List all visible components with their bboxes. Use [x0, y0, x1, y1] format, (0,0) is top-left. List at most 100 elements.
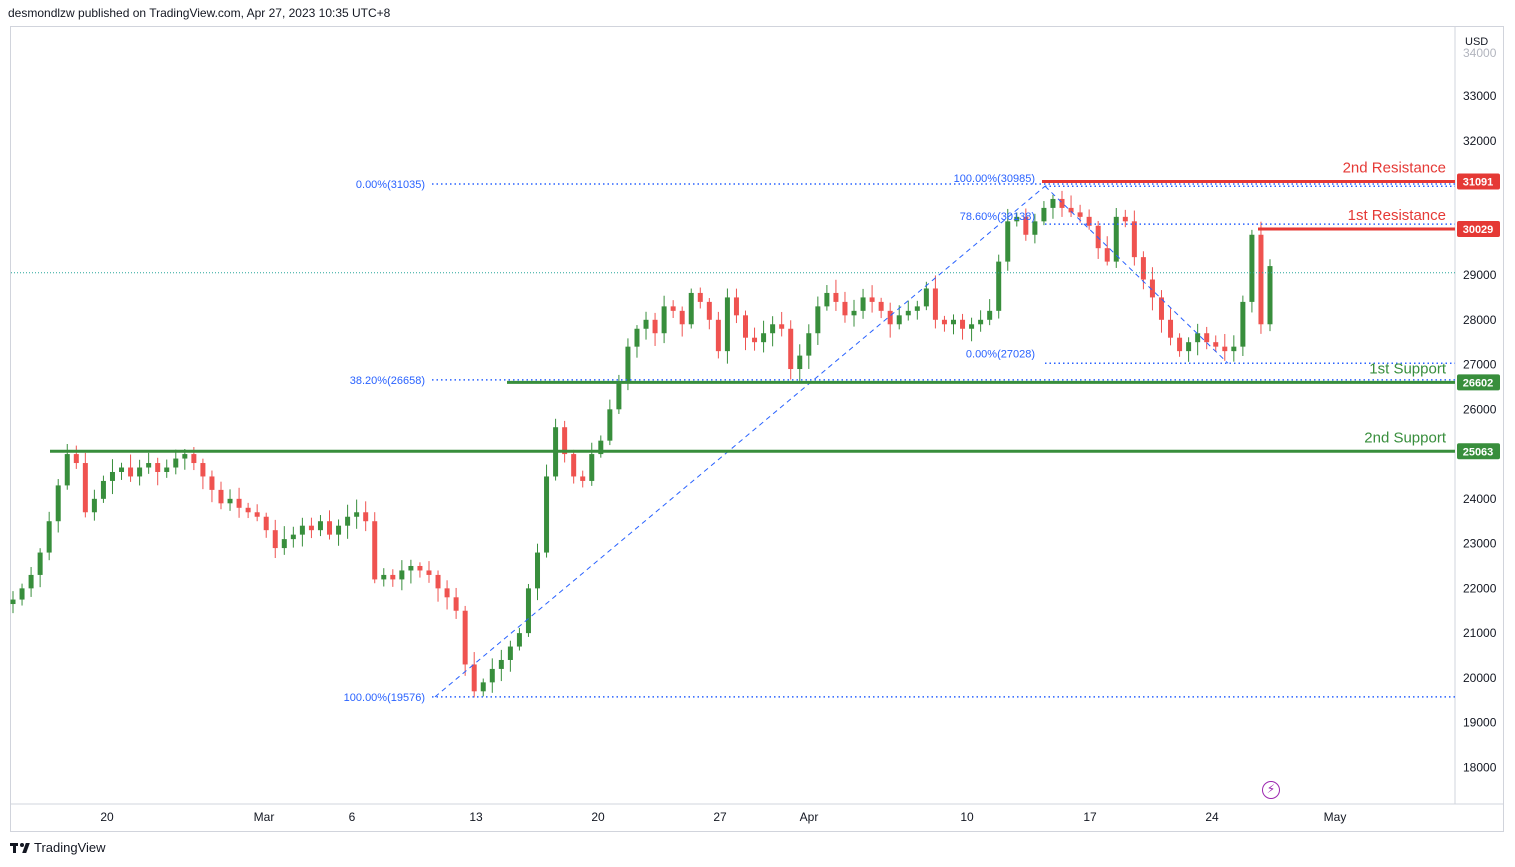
fib-level-label: 0.00%(27028)	[966, 348, 1035, 360]
y-tick-label: 23000	[1463, 537, 1497, 551]
currency-label: USD	[1465, 36, 1488, 48]
fib-level-label: 100.00%(19576)	[344, 692, 425, 704]
candle-body	[580, 476, 586, 481]
candle-body	[688, 292, 694, 325]
candle-body	[1213, 342, 1219, 347]
candle-body	[462, 610, 468, 665]
candle-body	[399, 570, 405, 580]
footer-brand: TradingView	[34, 840, 106, 855]
candle-body	[299, 525, 305, 535]
y-tick-label: 19000	[1463, 716, 1497, 730]
level-name-label: 2nd Support	[1364, 429, 1447, 446]
y-tick-label: 28000	[1463, 313, 1497, 327]
candle-body	[1104, 248, 1110, 262]
candle-body	[1240, 301, 1246, 347]
candle-body	[833, 292, 839, 302]
candle-body	[263, 516, 269, 531]
candle-body	[1131, 221, 1137, 258]
x-tick-label: 6	[349, 810, 356, 824]
candle-body	[661, 306, 667, 334]
candle-body	[128, 467, 134, 477]
fib-level-label: 78.60%(30138)	[960, 211, 1035, 223]
candle-body	[73, 454, 79, 464]
candle-body	[634, 328, 640, 347]
candle-body	[761, 333, 767, 343]
candle-body	[950, 319, 956, 325]
price-axis-badge-label: 30029	[1463, 224, 1494, 236]
candle-body	[381, 574, 387, 580]
candle-body	[209, 476, 215, 490]
candle-body	[37, 552, 43, 575]
candle-body	[91, 498, 97, 513]
candle-body	[670, 306, 676, 311]
candle-body	[607, 409, 613, 441]
candle-body	[480, 682, 486, 692]
x-tick-label: 24	[1205, 810, 1219, 824]
tradingview-logo-icon	[10, 841, 30, 855]
candle-body	[354, 512, 360, 517]
y-tick-label: 26000	[1463, 402, 1497, 416]
candle-body	[363, 512, 369, 522]
candle-body	[1258, 234, 1264, 325]
candle-body	[137, 467, 143, 477]
candle-body	[851, 310, 857, 316]
candle-body	[797, 355, 803, 370]
y-tick-label: 18000	[1463, 760, 1497, 774]
candle-body	[941, 319, 947, 325]
candle-body	[10, 599, 16, 605]
candle-body	[336, 525, 342, 535]
price-axis-badge-label: 25063	[1463, 446, 1494, 458]
x-tick-label: Apr	[800, 810, 819, 824]
candle-body	[589, 454, 595, 481]
candle-body	[227, 498, 233, 504]
candle-body	[562, 427, 568, 455]
x-tick-label: 13	[469, 810, 483, 824]
candle-body	[46, 521, 52, 553]
candle-body	[254, 512, 260, 517]
chart-frame[interactable]	[10, 26, 1504, 832]
candle-body	[372, 521, 378, 580]
candle-body	[779, 324, 785, 329]
candle-body	[571, 454, 577, 477]
candle-body	[706, 301, 712, 320]
candle-body	[498, 659, 504, 669]
y-tick-label: 21000	[1463, 626, 1497, 640]
bolt-icon[interactable]: ⚡	[1262, 781, 1280, 799]
candle-body	[1267, 266, 1273, 325]
candle-body	[932, 288, 938, 320]
candle-body	[969, 324, 975, 329]
level-name-label: 1st Support	[1369, 360, 1447, 377]
x-tick-label: 20	[100, 810, 114, 824]
candle-body	[64, 454, 70, 486]
candle-body	[390, 574, 396, 580]
x-tick-label: May	[1324, 810, 1347, 824]
candle-body	[544, 476, 550, 553]
candle-body	[923, 288, 929, 307]
candle-body	[1050, 198, 1056, 208]
candle-body	[1086, 216, 1092, 226]
candle-body	[444, 588, 450, 598]
x-tick-label: Mar	[254, 810, 275, 824]
price-axis-badge	[1457, 220, 1500, 237]
x-tick-label: 10	[960, 810, 974, 824]
candle-body	[616, 382, 622, 410]
candle-body	[1014, 216, 1020, 222]
candle-body	[598, 440, 604, 455]
candle-body	[869, 297, 875, 302]
price-axis-badge-label: 26602	[1463, 377, 1494, 389]
footer: TradingView	[10, 840, 106, 855]
price-axis-badge-label: 31091	[1463, 176, 1494, 188]
candle-body	[1158, 297, 1164, 320]
candle-body	[1177, 337, 1183, 352]
candle-body	[896, 315, 902, 325]
candle-body	[679, 310, 685, 325]
candle-body	[1186, 342, 1192, 352]
candle-body	[1231, 346, 1237, 352]
candle-body	[182, 454, 188, 459]
candle-body	[507, 646, 513, 660]
candle-body	[535, 552, 541, 589]
y-tick-label: 29000	[1463, 268, 1497, 282]
candle-body	[245, 507, 251, 513]
candle-body	[308, 525, 314, 531]
